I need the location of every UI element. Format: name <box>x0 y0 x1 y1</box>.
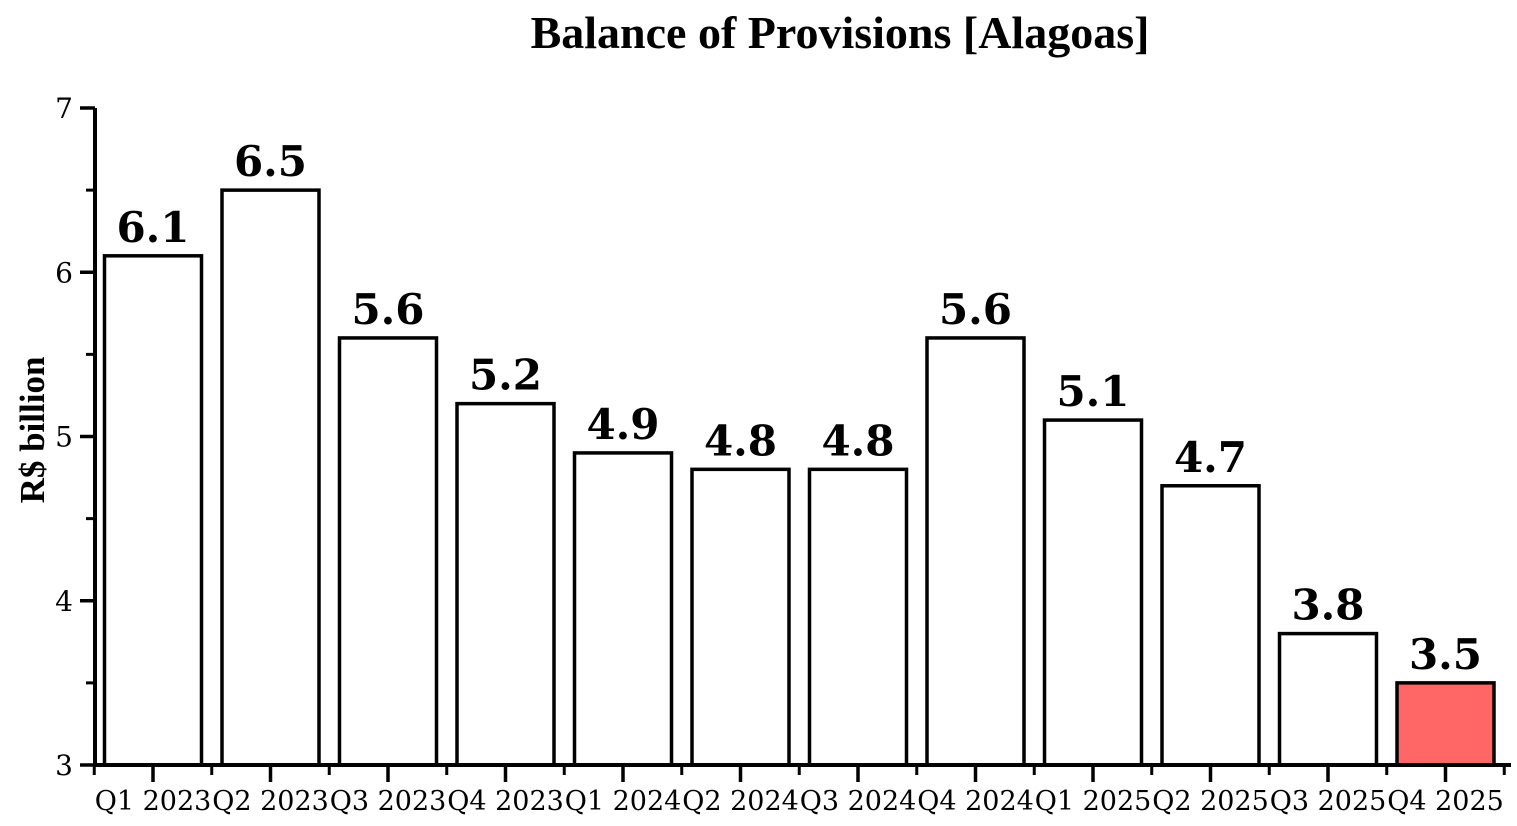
x-tick-label: Q2 2024 <box>682 786 799 817</box>
x-tick-label: Q2 2025 <box>1152 786 1269 817</box>
bar-value-label: 4.8 <box>704 416 777 465</box>
y-tick-label: 4 <box>55 585 73 618</box>
chart-title: Balance of Provisions [Alagoas] <box>530 7 1150 58</box>
bar-value-label: 3.8 <box>1291 581 1364 630</box>
x-tick-label: Q3 2024 <box>800 786 917 817</box>
x-tick-label: Q3 2025 <box>1270 786 1387 817</box>
bar <box>925 336 1026 767</box>
x-tick-label: Q1 2025 <box>1035 786 1152 817</box>
bar <box>690 467 791 767</box>
y-tick-label: 3 <box>55 749 73 782</box>
bar-value-label: 5.6 <box>939 285 1012 334</box>
bar <box>1277 631 1379 767</box>
x-tick-label: Q4 2023 <box>447 786 564 817</box>
bar-value-label: 6.5 <box>234 137 307 186</box>
bar <box>102 254 204 767</box>
bar <box>1160 484 1261 767</box>
bar-value-label: 3.5 <box>1409 630 1482 679</box>
bar <box>337 336 439 767</box>
bar-value-label: 4.8 <box>821 416 894 465</box>
bar-value-label: 4.9 <box>586 400 659 449</box>
x-tick-label: Q1 2023 <box>95 786 212 817</box>
x-tick-label: Q3 2023 <box>330 786 447 817</box>
x-tick-label: Q4 2024 <box>917 786 1034 817</box>
bar <box>572 451 674 767</box>
bar <box>807 467 909 767</box>
bar-value-label: 5.6 <box>351 285 424 334</box>
x-tick-label: Q1 2024 <box>565 786 682 817</box>
x-tick-label: Q2 2023 <box>212 786 329 817</box>
bar <box>1042 418 1144 767</box>
y-tick-label: 7 <box>55 92 73 125</box>
bar-value-label: 4.7 <box>1174 433 1247 482</box>
y-tick-label: 5 <box>55 421 73 454</box>
bar-highlighted <box>1395 681 1496 767</box>
bar-value-label: 5.1 <box>1056 367 1129 416</box>
bar-value-label: 5.2 <box>469 351 542 400</box>
bar <box>220 188 321 767</box>
x-tick-label: Q4 2025 <box>1387 786 1504 817</box>
y-tick-label: 6 <box>55 256 73 289</box>
bar-value-label: 6.1 <box>116 203 189 252</box>
bar <box>455 401 556 767</box>
